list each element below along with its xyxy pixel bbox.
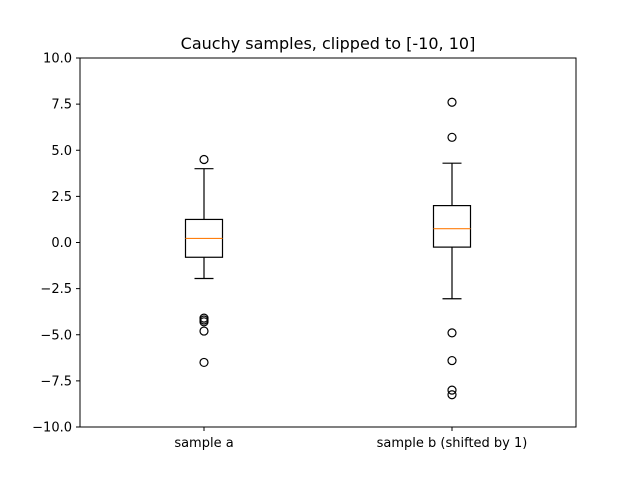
- outlier-point: [447, 328, 457, 338]
- y-tick-label: 0.0: [51, 236, 72, 251]
- outlier-point: [447, 385, 457, 395]
- box-group: sample b (shifted by 1): [377, 97, 528, 451]
- y-tick-label: −2.5: [40, 282, 72, 297]
- x-tick-label: sample b (shifted by 1): [377, 436, 528, 451]
- outlier-point: [447, 132, 457, 142]
- outlier-point: [447, 355, 457, 366]
- chart-title: Cauchy samples, clipped to [-10, 10]: [181, 34, 476, 53]
- x-tick-label: sample a: [174, 436, 233, 451]
- outlier-point: [199, 357, 209, 368]
- y-tick-label: −7.5: [40, 374, 72, 389]
- box-group: sample a: [174, 154, 234, 451]
- plot-area: −10.0 −7.5 −5.0 −2.5 0.0 2.5 5.0 7.5 10.0 sample …: [32, 52, 577, 451]
- outlier-point: [447, 97, 457, 107]
- y-tick-label: 10.0: [43, 52, 72, 67]
- outlier-point: [199, 326, 209, 336]
- outlier-point: [199, 317, 209, 327]
- y-tick-label: 2.5: [51, 190, 72, 205]
- outlier-point: [199, 154, 209, 165]
- y-tick-label: 5.0: [51, 144, 72, 159]
- y-tick-label: −5.0: [40, 328, 72, 343]
- y-tick-label: 7.5: [51, 98, 72, 113]
- y-tick-label: −10.0: [32, 421, 72, 436]
- iqr-box: [432, 205, 472, 248]
- outlier-point: [447, 390, 457, 400]
